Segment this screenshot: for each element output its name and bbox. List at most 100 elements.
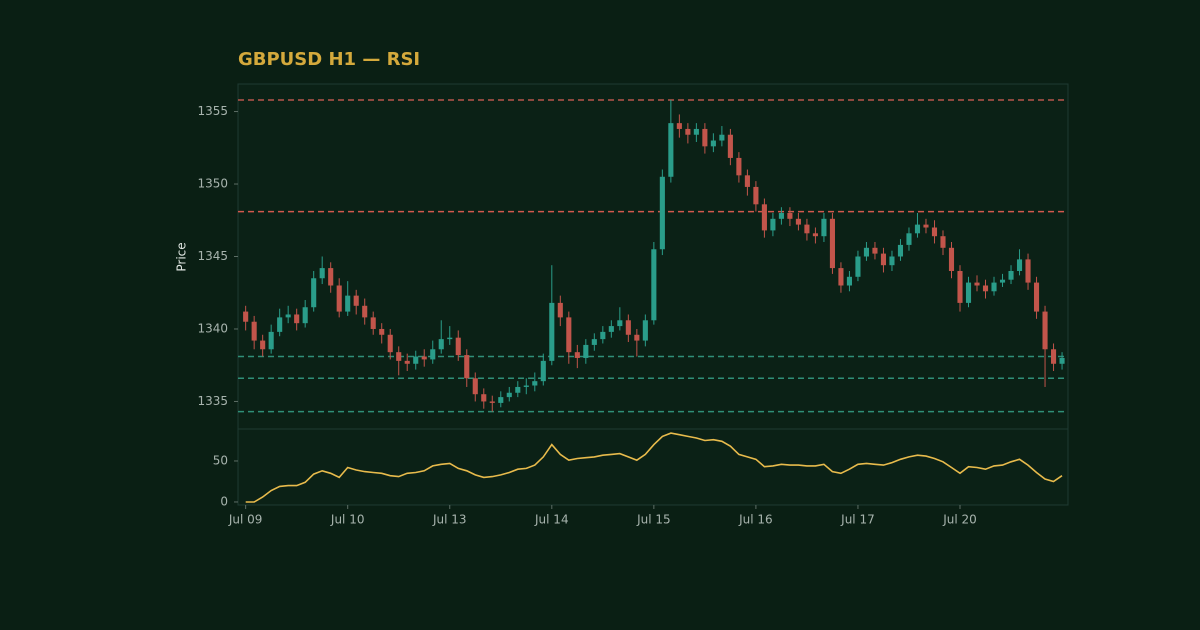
candle-body bbox=[574, 352, 580, 358]
candle-body bbox=[719, 134, 725, 141]
candle-body bbox=[625, 320, 631, 335]
rsi-y-tick-label: 0 bbox=[220, 494, 228, 508]
candle-body bbox=[600, 331, 606, 340]
candle-body bbox=[566, 317, 572, 353]
candle-body bbox=[812, 233, 818, 237]
candle-body bbox=[540, 360, 546, 382]
candle-body bbox=[770, 218, 776, 231]
candle-body bbox=[829, 218, 835, 269]
x-tick-label: Jul 20 bbox=[942, 513, 977, 527]
candle-body bbox=[421, 356, 427, 360]
candle-body bbox=[778, 213, 784, 219]
candle-body bbox=[285, 314, 291, 318]
candle-body bbox=[268, 331, 274, 350]
candle-body bbox=[311, 278, 317, 308]
candle-body bbox=[634, 334, 640, 341]
candle-body bbox=[838, 268, 844, 286]
rsi-panel bbox=[237, 428, 1069, 506]
candle-body bbox=[557, 302, 563, 318]
candle-body bbox=[872, 247, 878, 254]
candle-body bbox=[336, 285, 342, 312]
candle-body bbox=[702, 128, 708, 147]
candle-body bbox=[923, 224, 929, 228]
candle-body bbox=[455, 337, 461, 356]
candle-body bbox=[982, 285, 989, 292]
candle-body bbox=[1033, 282, 1040, 312]
candle-body bbox=[370, 317, 376, 329]
candle-body bbox=[1008, 270, 1014, 280]
candle-body bbox=[693, 128, 699, 135]
candle-body bbox=[362, 305, 368, 318]
candle-body bbox=[243, 311, 249, 322]
candle-body bbox=[761, 204, 767, 231]
candle-body bbox=[931, 227, 938, 237]
candle-body bbox=[804, 224, 810, 234]
candle-body bbox=[659, 176, 665, 250]
candle-body bbox=[1050, 349, 1057, 364]
candle-body bbox=[583, 344, 589, 358]
x-tick-label: Jul 15 bbox=[636, 513, 671, 527]
candle-body bbox=[914, 224, 921, 234]
candle-body bbox=[277, 317, 283, 332]
candle-body bbox=[897, 244, 904, 257]
candle-body bbox=[523, 385, 529, 387]
candle-body bbox=[608, 326, 614, 332]
candle-body bbox=[974, 282, 980, 286]
candle-body bbox=[498, 397, 504, 403]
candle-body bbox=[260, 340, 266, 350]
candle-body bbox=[515, 386, 521, 393]
candle-body bbox=[532, 381, 538, 386]
candle-body bbox=[957, 270, 963, 303]
candle-body bbox=[753, 186, 759, 205]
candle-body bbox=[948, 247, 955, 271]
candle-body bbox=[642, 320, 648, 341]
candle-body bbox=[294, 314, 300, 324]
candle-body bbox=[387, 334, 393, 353]
candle-body bbox=[736, 157, 742, 176]
candle-body bbox=[668, 123, 674, 177]
candle-body bbox=[795, 218, 801, 225]
candle-body bbox=[676, 123, 682, 129]
candle-body bbox=[447, 337, 453, 340]
candle-body bbox=[489, 401, 495, 403]
candle-body bbox=[396, 352, 402, 361]
x-tick-label: Jul 14 bbox=[534, 513, 569, 527]
candle-body bbox=[591, 339, 597, 345]
candle-body bbox=[787, 213, 793, 219]
x-tick-label: Jul 09 bbox=[228, 513, 263, 527]
candle-body bbox=[302, 307, 308, 324]
candle-body bbox=[438, 339, 444, 350]
candle-body bbox=[1016, 259, 1023, 271]
y-axis-label: Price bbox=[175, 242, 189, 271]
candle-body bbox=[464, 355, 470, 379]
candle-body bbox=[1025, 259, 1031, 283]
candle-body bbox=[379, 328, 385, 335]
x-tick-label: Jul 16 bbox=[738, 513, 773, 527]
y-tick-label: 1335 bbox=[197, 394, 228, 408]
candle-body bbox=[404, 360, 410, 364]
candle-body bbox=[727, 134, 733, 158]
rsi-line bbox=[245, 432, 1063, 503]
candle-body bbox=[430, 349, 436, 360]
candle-body bbox=[472, 378, 478, 395]
candle-body bbox=[821, 218, 827, 237]
y-tick-label: 1345 bbox=[197, 249, 228, 263]
candle-body bbox=[617, 320, 623, 327]
y-tick-label: 1355 bbox=[197, 104, 228, 118]
candle-body bbox=[880, 253, 887, 266]
candle-body bbox=[906, 233, 912, 245]
candle-body bbox=[506, 392, 512, 398]
x-tick-label: Jul 13 bbox=[432, 513, 467, 527]
candle-body bbox=[345, 295, 351, 312]
candle-body bbox=[889, 256, 895, 266]
candle-body bbox=[965, 282, 972, 303]
candle-body bbox=[481, 394, 487, 402]
y-tick-label: 1340 bbox=[197, 321, 228, 335]
candle-body bbox=[1042, 311, 1048, 350]
candle-body bbox=[353, 295, 359, 306]
candle-body bbox=[846, 276, 852, 286]
candle-body bbox=[251, 321, 257, 341]
candle-body bbox=[1059, 357, 1065, 364]
